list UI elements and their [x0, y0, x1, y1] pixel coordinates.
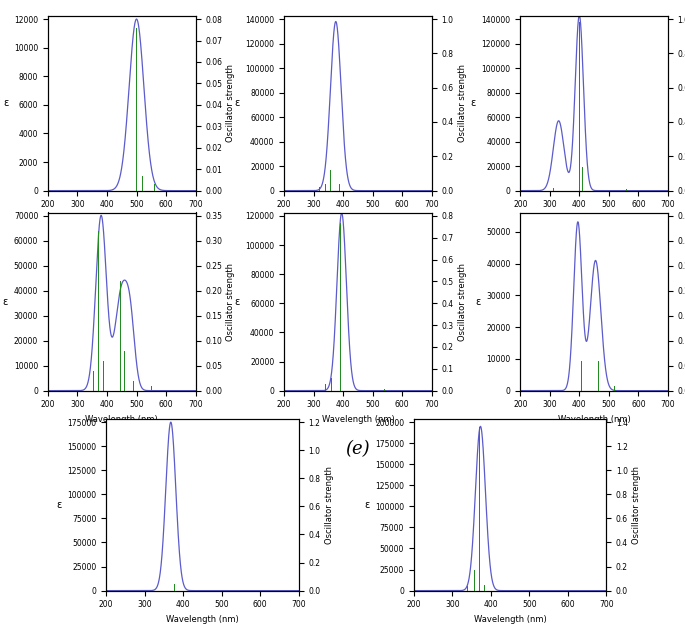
Y-axis label: ε: ε — [234, 296, 240, 306]
Y-axis label: ε: ε — [3, 98, 8, 108]
Y-axis label: Oscillator strength: Oscillator strength — [458, 64, 466, 142]
Text: (c): (c) — [582, 239, 606, 258]
Y-axis label: ε: ε — [364, 500, 369, 510]
Bar — [170, 428, 171, 591]
Bar — [479, 427, 480, 591]
Y-axis label: Oscillator strength: Oscillator strength — [227, 262, 236, 341]
Bar — [474, 570, 475, 591]
Bar — [484, 584, 485, 591]
X-axis label: Wavelength (nm): Wavelength (nm) — [166, 615, 238, 624]
Text: (d): (d) — [109, 441, 134, 459]
Y-axis label: ε: ε — [3, 296, 8, 306]
Y-axis label: Oscillator strength: Oscillator strength — [227, 64, 236, 142]
Bar — [174, 584, 175, 591]
X-axis label: Wavelength (nm): Wavelength (nm) — [86, 215, 158, 224]
Y-axis label: ε: ε — [471, 98, 476, 108]
Bar — [467, 586, 468, 591]
Bar — [164, 571, 165, 591]
Text: (e): (e) — [346, 441, 370, 459]
Text: (b): (b) — [345, 239, 371, 258]
X-axis label: Wavelength (nm): Wavelength (nm) — [86, 415, 158, 424]
Y-axis label: Oscillator strength: Oscillator strength — [325, 466, 334, 544]
Text: (a): (a) — [110, 239, 134, 258]
X-axis label: Wavelength (nm): Wavelength (nm) — [321, 215, 395, 224]
Y-axis label: ε: ε — [475, 296, 481, 306]
X-axis label: Wavelength (nm): Wavelength (nm) — [321, 415, 395, 424]
Text: (f): (f) — [584, 441, 604, 459]
Y-axis label: ε: ε — [234, 98, 240, 108]
X-axis label: Wavelength (nm): Wavelength (nm) — [558, 415, 630, 424]
X-axis label: Wavelength (nm): Wavelength (nm) — [474, 615, 547, 624]
Y-axis label: ε: ε — [56, 500, 62, 510]
Y-axis label: Oscillator strength: Oscillator strength — [458, 262, 466, 341]
Y-axis label: Oscillator strength: Oscillator strength — [632, 466, 641, 544]
X-axis label: Wavelength (nm): Wavelength (nm) — [558, 215, 630, 224]
